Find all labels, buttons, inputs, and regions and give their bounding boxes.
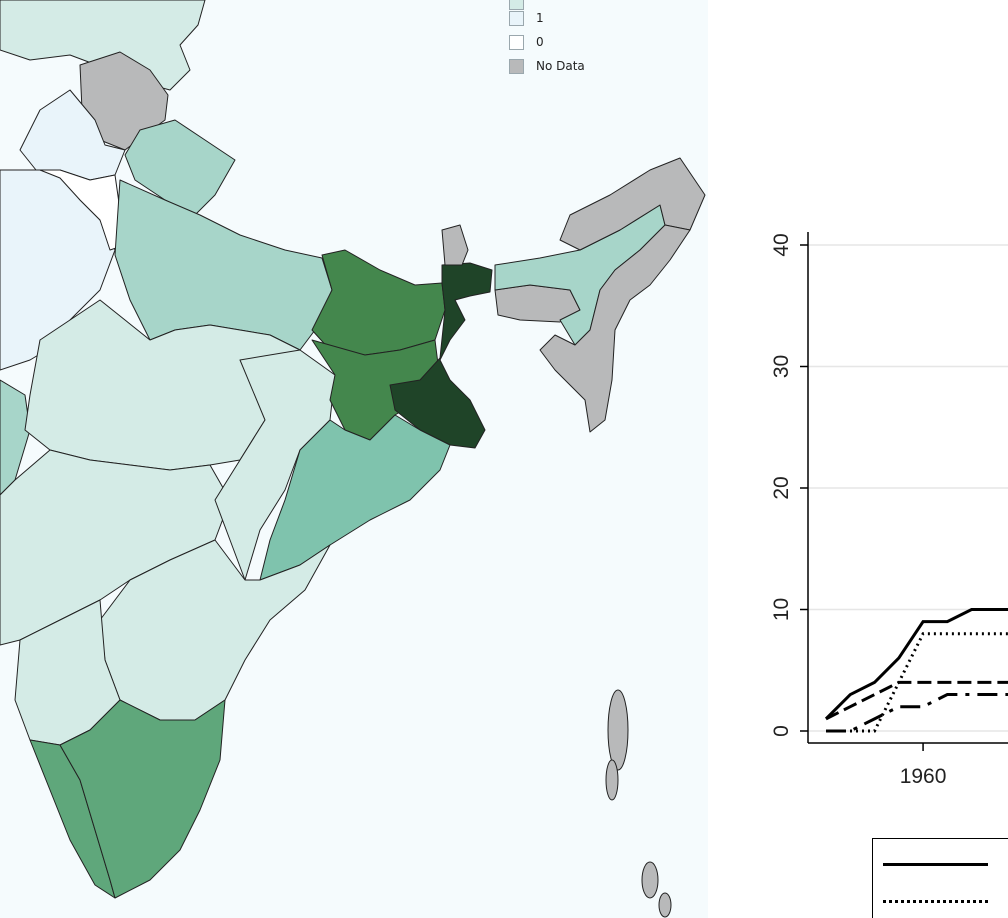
legend-swatch — [509, 10, 524, 26]
chart-legend — [872, 838, 1008, 918]
region-sikkim — [441, 224, 469, 266]
island-nicobar — [641, 861, 659, 899]
legend-label: No Data — [536, 59, 585, 73]
series-line-longdash — [826, 693, 1008, 733]
region-uttar-pradesh — [114, 179, 333, 351]
legend-row — [509, 0, 536, 10]
island-andaman — [607, 689, 629, 771]
map-svg — [0, 0, 706, 918]
region-odisha — [259, 414, 451, 581]
legend-line-dotted — [883, 899, 988, 903]
grid-lines — [808, 244, 1008, 732]
series-line-dashed — [825, 680, 1008, 721]
legend-row: 1 — [509, 10, 544, 26]
legend-line-solid — [883, 862, 988, 866]
chart-legend-row — [883, 854, 1000, 874]
legend-swatch — [509, 34, 524, 50]
region-tamil-nadu — [59, 699, 226, 899]
choropleth-map: 1 0 No Data — [0, 0, 706, 918]
y-tick-label: 10 — [770, 598, 793, 621]
island-andaman-2 — [605, 759, 619, 801]
legend-swatch — [509, 58, 524, 74]
series-line-solid — [824, 608, 1008, 720]
region-northeast — [539, 224, 691, 433]
y-tick-label: 30 — [770, 355, 793, 378]
region-west-bengal — [389, 262, 493, 449]
y-tick-label: 40 — [770, 233, 793, 256]
chart-legend-row — [883, 891, 1000, 911]
y-ticks: 0 10 20 30 40 — [770, 233, 808, 737]
y-tick-label: 0 — [770, 725, 793, 737]
legend-row: 0 — [509, 34, 544, 50]
region-bihar — [311, 249, 446, 356]
island-nicobar-2 — [658, 892, 672, 918]
line-chart: 0 10 20 30 40 1960 — [708, 0, 1008, 918]
legend-row: No Data — [509, 58, 585, 74]
region-gujarat — [0, 379, 31, 496]
legend-swatch — [509, 0, 524, 10]
legend-label: 1 — [536, 11, 544, 25]
series-line-dotted — [826, 632, 1008, 733]
x-ticks: 1960 — [900, 743, 947, 788]
y-tick-label: 20 — [770, 476, 793, 499]
series-lines — [824, 608, 1008, 733]
region-uttarakhand — [124, 119, 236, 216]
legend-label: 0 — [536, 35, 544, 49]
x-tick-label: 1960 — [900, 765, 947, 788]
chart-svg: 0 10 20 30 40 1960 — [770, 232, 1008, 788]
